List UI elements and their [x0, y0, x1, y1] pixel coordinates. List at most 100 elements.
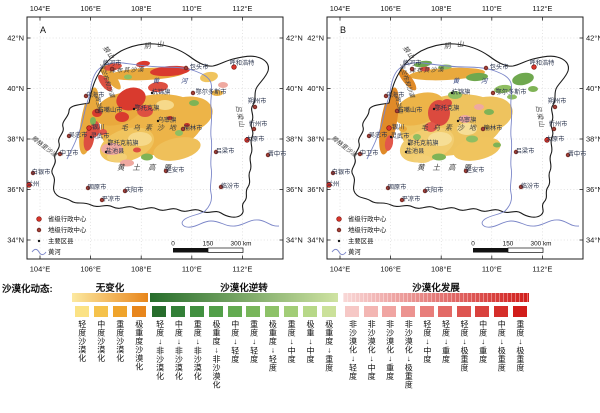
city-label: 杭锦旗: [152, 88, 171, 96]
desert-patch: [124, 74, 132, 80]
terrain-label: 狼山: [101, 44, 116, 61]
axis-tick-label: 106°E: [380, 4, 401, 13]
city-marker-pref: [180, 126, 186, 132]
desert-patch: [512, 72, 534, 86]
city-marker-pref: [409, 66, 415, 72]
city-marker-prov: [86, 125, 92, 131]
dynamics-legend-title: 沙漠化动态:: [2, 284, 53, 295]
city-label: 鄂托克前旗: [408, 139, 439, 147]
city-label: 吴忠市: [69, 131, 88, 139]
city-label: 吴忠市: [369, 131, 388, 139]
city-label: 榆林市: [484, 124, 503, 132]
city-label: 中卫市: [60, 149, 79, 157]
legend-class-label: 中度沙漠化: [96, 320, 106, 363]
yellow-river-line: [366, 62, 580, 228]
axis-tick-label: 34°N: [286, 236, 303, 245]
city-label: 延安市: [166, 166, 185, 174]
city-marker-pref: [94, 108, 100, 114]
desert-patch: [442, 99, 452, 107]
legend-class-swatch: [382, 306, 397, 317]
axis-tick-label: 112°E: [532, 4, 552, 13]
legend-class-label: 极重度↓重度: [324, 320, 334, 372]
city-marker-pref: [422, 188, 428, 194]
city-marker-pref: [57, 151, 63, 157]
desert-patch: [428, 132, 452, 146]
city-label: 临汾市: [521, 182, 540, 190]
terrain-label: 腾格里沙漠: [330, 134, 359, 159]
city-marker-pref: [483, 65, 489, 71]
city-marker-county: [450, 91, 454, 95]
terrain-label: 腾格里沙漠: [30, 134, 59, 159]
desert-patch: [184, 123, 190, 127]
axis-tick-label: 106°E: [80, 265, 101, 274]
terrain-label: 黄 河: [453, 77, 498, 85]
terrain-label: 吕梁山: [234, 105, 246, 129]
legend-swatch-row: [150, 306, 338, 317]
scale-bar-label: 150: [503, 241, 514, 248]
desert-patch: [115, 112, 129, 122]
desert-patch: [474, 104, 484, 110]
desert-patch: [466, 135, 478, 143]
city-marker-county: [89, 135, 93, 139]
legend-class-label: 中度↓非沙漠化: [174, 320, 184, 381]
city-marker-pref: [213, 149, 219, 155]
legend-class-swatch: [74, 306, 89, 317]
city-label: 呼和浩特: [530, 59, 555, 67]
city-marker-pref: [109, 66, 115, 72]
city-label: 太原市: [246, 135, 265, 143]
desert-patch: [528, 86, 538, 92]
legend-class-label: 轻度↓非沙漠化: [155, 320, 165, 381]
county-symbol: [37, 239, 41, 243]
city-marker-county: [404, 150, 408, 154]
axis-tick-label: 108°E: [131, 4, 152, 13]
city-marker-pref: [394, 108, 400, 114]
desert-patch: [218, 82, 228, 88]
desert-patch: [399, 126, 407, 132]
legend-class-label: 非沙漠化↓极重度: [404, 320, 414, 389]
legend-class-swatch: [283, 306, 298, 317]
axis-tick-label: 110°E: [482, 4, 502, 13]
desert-patch: [104, 63, 122, 71]
legend-class-swatch: [227, 306, 242, 317]
map-inner-legend-label: 地级行政中心: [48, 225, 87, 234]
axis-tick-label: 40°N: [7, 84, 24, 93]
city-label: 包头市: [490, 63, 509, 71]
city-label: 杭锦旗: [452, 88, 471, 96]
legend-class-label: 中度↓极重度: [497, 320, 507, 372]
desert-patch: [453, 137, 501, 161]
axis-tick-label: 34°N: [7, 236, 24, 245]
legend-class-label: 轻度↓极重度: [460, 320, 470, 372]
city-label: 吕梁市: [516, 147, 535, 155]
city-label: 平凉市: [102, 195, 121, 203]
terrain-label: 阴山: [143, 39, 170, 51]
desert-patch: [116, 87, 146, 111]
legend-class-label: 轻度↓重度: [441, 320, 451, 364]
city-label: 临河市: [403, 59, 422, 67]
axis-tick-label: 42°N: [586, 34, 600, 43]
city-marker-county: [150, 91, 154, 95]
city-marker-county: [132, 107, 136, 111]
city-marker-pref: [183, 65, 189, 71]
desert-patch: [420, 66, 430, 72]
desert-patch: [413, 134, 421, 140]
axis-tick-label: 36°N: [7, 185, 24, 194]
city-marker-prov: [231, 64, 237, 70]
city-label: 鄂尔多斯市: [496, 88, 527, 96]
city-label: 兰州: [327, 180, 339, 188]
axis-tick-label: 110°E: [182, 4, 202, 13]
terrain-label: 毛乌素沙地: [421, 124, 481, 132]
city-label: 晋中市: [268, 150, 287, 158]
city-label: 乌审旗: [158, 116, 177, 124]
county-symbol: [337, 239, 341, 243]
legend-class-swatch: [456, 306, 471, 317]
axis-tick-label: 38°N: [7, 135, 24, 144]
desert-patch: [413, 155, 431, 163]
axis-tick-label: 40°N: [286, 84, 303, 93]
city-marker-pref: [265, 152, 271, 158]
axis-tick-label: 38°N: [307, 135, 324, 144]
desert-patch: [98, 74, 112, 92]
axis-tick-label: 42°N: [7, 34, 24, 43]
desert-patch: [484, 109, 494, 115]
city-marker-pref: [480, 126, 486, 132]
